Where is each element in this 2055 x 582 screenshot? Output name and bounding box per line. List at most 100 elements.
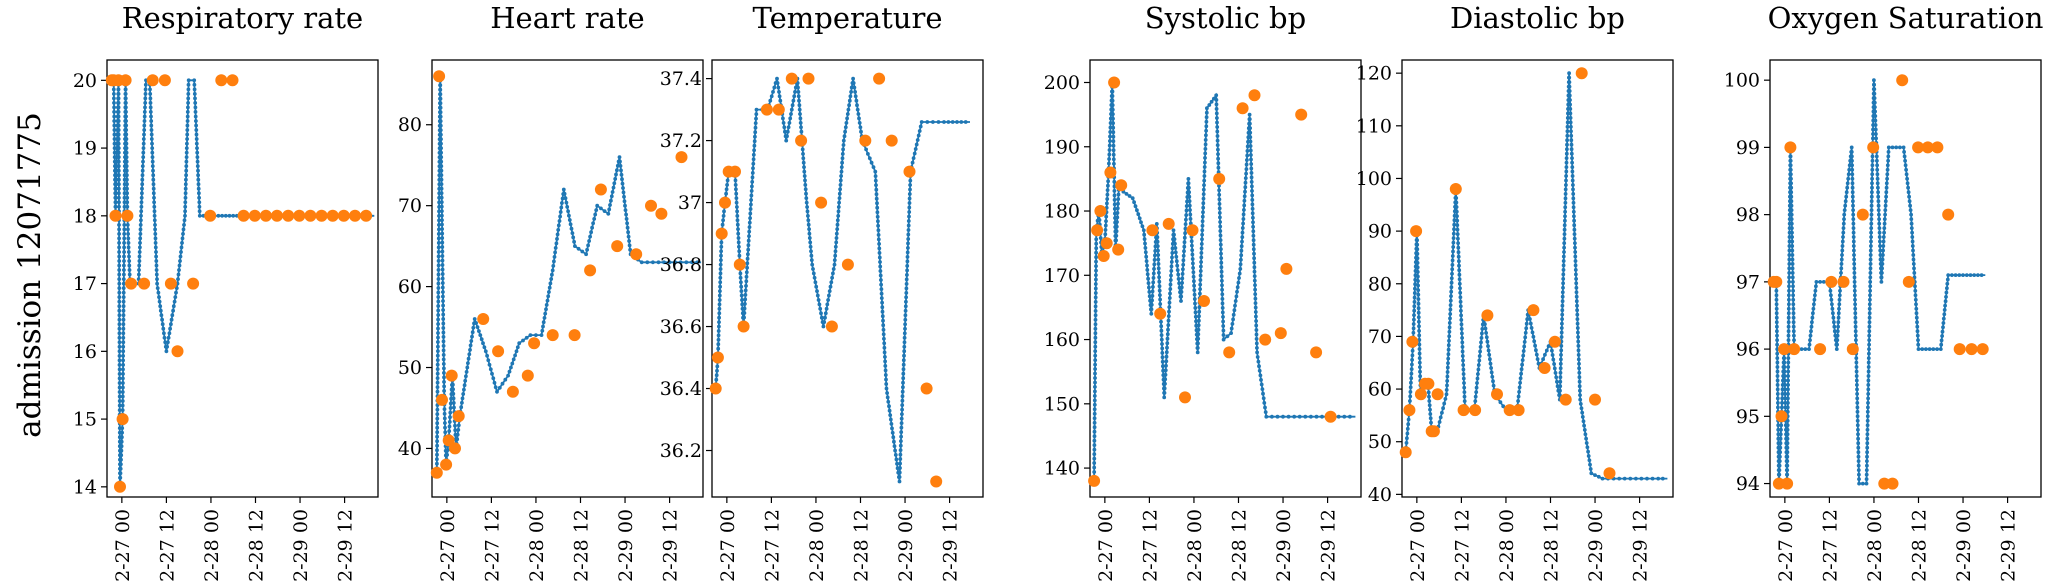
series-point: [608, 203, 612, 207]
series-point: [1837, 302, 1842, 307]
series-point: [1554, 375, 1559, 380]
series-point: [1199, 242, 1204, 246]
series-point: [1092, 461, 1097, 465]
series-point: [1477, 358, 1482, 363]
series-point: [1181, 262, 1186, 267]
series-point: [1853, 297, 1857, 302]
series-point: [1774, 320, 1779, 325]
series-point: [492, 380, 497, 385]
series-point: [1870, 185, 1874, 190]
series-point: [1906, 185, 1910, 190]
series-point: [589, 230, 593, 235]
series-point: [1564, 178, 1568, 183]
series-point: [1792, 333, 1796, 338]
series-point: [122, 245, 126, 250]
series-point: [1855, 396, 1860, 401]
series-point: [1839, 262, 1844, 266]
series-point: [167, 331, 172, 336]
series-point: [831, 267, 836, 271]
series-point: [114, 195, 118, 200]
series-point: [1415, 265, 1420, 270]
series-point: [1203, 151, 1208, 156]
series-point: [514, 349, 519, 354]
series-point: [1092, 443, 1097, 447]
series-point: [1454, 196, 1459, 200]
series-point: [1413, 282, 1417, 287]
series-point: [1216, 147, 1220, 152]
series-point: [1415, 270, 1420, 274]
series-point: [1787, 235, 1792, 239]
observation-marker: [259, 209, 272, 222]
series-point: [796, 90, 801, 94]
series-point: [1457, 263, 1461, 268]
observation-marker: [1154, 307, 1167, 320]
series-point: [1450, 263, 1455, 267]
series-point: [853, 90, 857, 94]
series-point: [1877, 230, 1882, 235]
series-point: [733, 178, 738, 183]
series-point: [1186, 181, 1191, 186]
series-point: [853, 94, 858, 99]
series-point: [899, 416, 904, 421]
observation-marker: [1902, 275, 1915, 288]
series-point: [1881, 248, 1885, 253]
observation-marker: [433, 70, 446, 83]
series-point: [806, 218, 811, 223]
series-point: [1786, 401, 1790, 405]
series-point: [1787, 253, 1792, 257]
series-point: [752, 143, 757, 148]
series-point: [1525, 317, 1530, 322]
series-point: [1873, 127, 1878, 132]
series-point: [570, 231, 575, 236]
series-point: [1938, 347, 1943, 351]
series-point: [1111, 157, 1116, 162]
series-point: [1253, 301, 1258, 305]
series-point: [1409, 376, 1414, 381]
series-point: [124, 119, 128, 123]
series-point: [718, 275, 723, 280]
series-point: [684, 260, 689, 265]
series-point: [749, 202, 753, 207]
series-point: [724, 187, 729, 192]
series-point: [1866, 369, 1871, 374]
series-point: [139, 195, 144, 200]
series-point: [1865, 454, 1869, 459]
series-point: [880, 314, 885, 319]
series-point: [1241, 221, 1245, 226]
series-point: [1491, 383, 1496, 388]
series-point: [618, 159, 622, 164]
series-point: [875, 214, 880, 219]
series-point: [1786, 324, 1791, 329]
series-point: [1572, 214, 1576, 219]
series-point: [1219, 251, 1223, 256]
series-point: [750, 171, 755, 175]
series-point: [1214, 98, 1219, 102]
series-point: [1842, 217, 1846, 222]
series-point: [1124, 192, 1129, 196]
series-point: [877, 246, 882, 251]
series-point: [197, 204, 202, 209]
series-point: [468, 343, 473, 348]
series-point: [1417, 324, 1421, 329]
series-point: [116, 114, 121, 119]
series-point: [1583, 432, 1588, 437]
series-point: [1544, 348, 1549, 353]
series-point: [719, 240, 724, 245]
series-point: [1460, 340, 1465, 345]
series-point: [462, 387, 466, 392]
observation-marker: [1236, 102, 1249, 115]
series-point: [1869, 208, 1874, 213]
y-tick-label: 18: [73, 205, 97, 227]
series-point: [1914, 311, 1919, 316]
series-point: [121, 385, 125, 390]
series-point: [1252, 265, 1257, 270]
series-point: [456, 423, 461, 428]
series-point: [1111, 112, 1115, 116]
series-point: [1449, 285, 1454, 290]
series-point: [1882, 221, 1887, 226]
series-point: [1198, 278, 1203, 282]
series-point: [1790, 248, 1795, 253]
series-point: [1474, 385, 1479, 390]
series-point: [1264, 414, 1269, 419]
observation-marker: [737, 320, 750, 333]
